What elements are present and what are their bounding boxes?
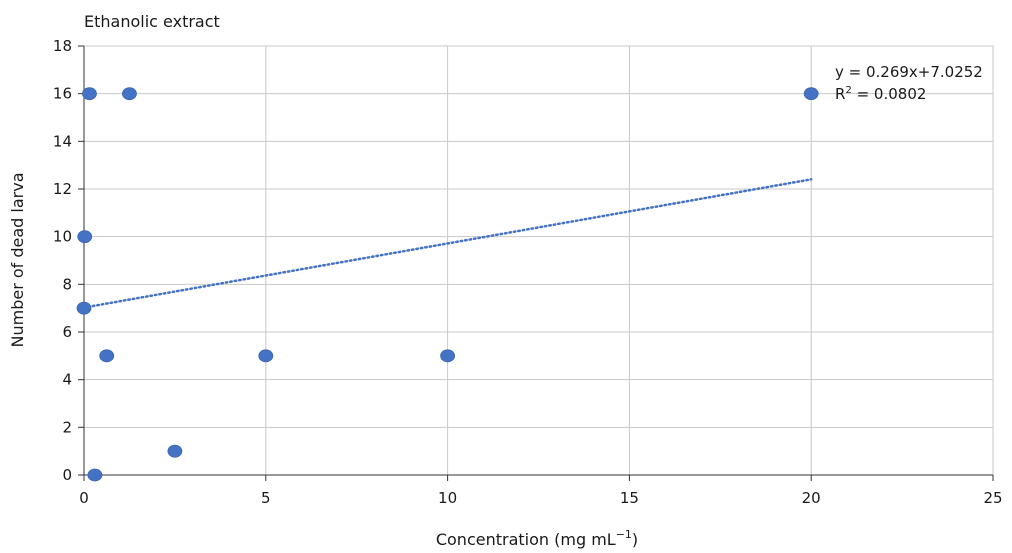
x-tick-label: 15 bbox=[620, 489, 639, 507]
x-tick-label: 0 bbox=[79, 489, 89, 507]
y-tick-label: 10 bbox=[53, 228, 72, 246]
tick-labels: 0 2 4 6 8 10 12 14 16 18 0 5 10 15 20 25 bbox=[53, 37, 1003, 507]
data-point bbox=[167, 444, 183, 458]
data-point bbox=[87, 468, 103, 482]
data-point bbox=[440, 349, 456, 363]
chart-title: Ethanolic extract bbox=[84, 12, 220, 31]
data-point bbox=[82, 87, 97, 101]
y-tick-label: 14 bbox=[53, 132, 72, 150]
y-axis-title: Number of dead larva bbox=[8, 172, 27, 347]
gridlines bbox=[83, 45, 994, 475]
y-tick-label: 12 bbox=[53, 180, 72, 198]
data-point bbox=[77, 230, 93, 244]
axes bbox=[78, 45, 994, 481]
y-tick-label: 4 bbox=[62, 371, 72, 389]
data-point bbox=[99, 349, 115, 363]
trendline-r-squared: R2 = 0.0802 bbox=[835, 85, 926, 103]
x-tick-label: 25 bbox=[983, 489, 1002, 507]
data-point bbox=[76, 301, 92, 315]
data-point bbox=[258, 349, 274, 363]
x-tick-label: 10 bbox=[438, 489, 457, 507]
y-tick-label: 18 bbox=[53, 37, 72, 55]
x-tick-label: 5 bbox=[261, 489, 271, 507]
trendline-equation: y = 0.269x+7.0252 bbox=[835, 63, 983, 81]
x-axis-title: Concentration (mg mL−1) bbox=[436, 528, 638, 549]
y-tick-label: 16 bbox=[53, 85, 72, 103]
data-points bbox=[76, 87, 819, 482]
y-tick-label: 8 bbox=[62, 275, 72, 293]
x-tick-label: 20 bbox=[802, 489, 821, 507]
y-tick-label: 6 bbox=[62, 323, 72, 341]
data-point bbox=[803, 87, 819, 101]
y-tick-label: 2 bbox=[62, 418, 72, 436]
trendline-group bbox=[82, 178, 813, 309]
trendline bbox=[82, 178, 813, 309]
data-point bbox=[122, 87, 137, 101]
y-tick-label: 0 bbox=[62, 466, 72, 484]
